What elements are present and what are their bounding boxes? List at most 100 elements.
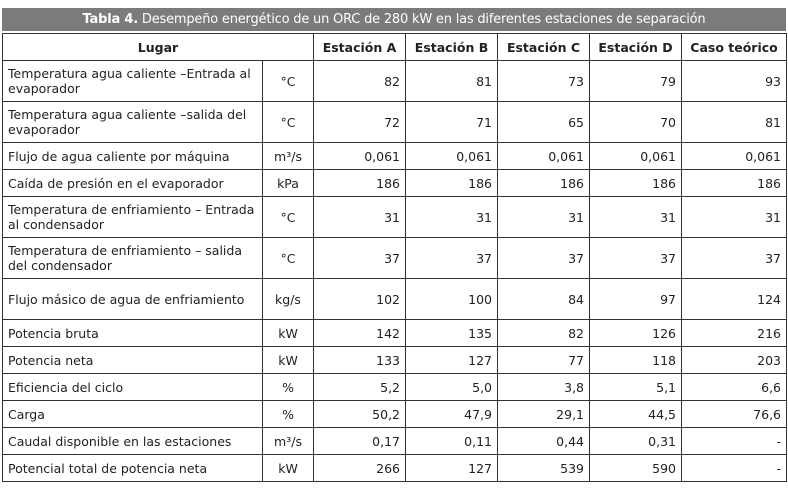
value-cell: 127 <box>405 454 499 482</box>
row-unit: kPa <box>261 169 315 197</box>
value-cell: 31 <box>497 196 591 238</box>
table-container: Tabla 4. Desempeño energético de un ORC … <box>1 8 788 482</box>
table-row: Potencia neta kW 133 127 77 118 203 <box>2 346 788 374</box>
row-unit: kW <box>261 319 315 347</box>
value-cell: 124 <box>681 278 788 320</box>
value-cell: 81 <box>405 60 499 102</box>
row-label: Flujo de agua caliente por máquina <box>2 142 263 170</box>
value-cell: 203 <box>681 346 788 374</box>
value-cell: 0,061 <box>313 142 407 170</box>
value-cell: 37 <box>405 237 499 279</box>
value-cell: 73 <box>497 60 591 102</box>
value-cell: 84 <box>497 278 591 320</box>
value-cell: 126 <box>589 319 683 347</box>
row-unit: kW <box>261 454 315 482</box>
row-unit: °C <box>261 101 315 143</box>
value-cell: 37 <box>313 237 407 279</box>
value-cell: 44,5 <box>589 400 683 428</box>
value-cell: 186 <box>313 169 407 197</box>
row-label: Temperatura de enfriamiento – salida del… <box>2 237 263 279</box>
value-cell: - <box>681 454 788 482</box>
table-row: Flujo de agua caliente por máquina m³/s 0,… <box>2 142 788 170</box>
value-cell: 186 <box>681 169 788 197</box>
table-row: Carga% 50,2 47,9 29,1 44,5 76,6 <box>2 400 788 428</box>
header-estacion-d: Estación D <box>589 33 683 61</box>
value-cell: 0,44 <box>497 427 591 455</box>
table-row: Potencial total de potencia neta kW 266 127… <box>2 454 788 482</box>
row-unit: kW <box>261 346 315 374</box>
value-cell: 79 <box>589 60 683 102</box>
value-cell: 186 <box>405 169 499 197</box>
value-cell: 37 <box>589 237 683 279</box>
value-cell: 102 <box>313 278 407 320</box>
value-cell: 31 <box>681 196 788 238</box>
value-cell: 0,061 <box>497 142 591 170</box>
value-cell: 100 <box>405 278 499 320</box>
value-cell: 70 <box>589 101 683 143</box>
row-label: Eficiencia del ciclo <box>2 373 263 401</box>
value-cell: 0,061 <box>681 142 788 170</box>
value-cell: 29,1 <box>497 400 591 428</box>
value-cell: 135 <box>405 319 499 347</box>
header-lugar: Lugar <box>1 33 315 61</box>
value-cell: 6,6 <box>681 373 788 401</box>
value-cell: 82 <box>313 60 407 102</box>
value-cell: 82 <box>497 319 591 347</box>
table-caption: Tabla 4. Desempeño energético de un ORC … <box>2 8 786 31</box>
value-cell: 47,9 <box>405 400 499 428</box>
value-cell: 0,17 <box>313 427 407 455</box>
value-cell: 93 <box>681 60 788 102</box>
value-cell: 77 <box>497 346 591 374</box>
value-cell: 5,0 <box>405 373 499 401</box>
value-cell: 76,6 <box>681 400 788 428</box>
header-caso-teorico: Caso teórico <box>681 33 788 61</box>
value-cell: 65 <box>497 101 591 143</box>
row-label: Caída de presión en el evaporador <box>2 169 263 197</box>
value-cell: 0,061 <box>405 142 499 170</box>
value-cell: 5,2 <box>313 373 407 401</box>
value-cell: 216 <box>681 319 788 347</box>
row-label: Potencia bruta <box>2 319 263 347</box>
table-row: Flujo másico de agua de enfriamiento kg/s… <box>2 278 788 320</box>
value-cell: 3,8 <box>497 373 591 401</box>
table-row: Caída de presión en el evaporador kPa 186 1… <box>2 169 788 197</box>
header-estacion-a: Estación A <box>313 33 407 61</box>
value-cell: 127 <box>405 346 499 374</box>
value-cell: 142 <box>313 319 407 347</box>
caption-text: Desempeño energético de un ORC de 280 kW… <box>137 12 706 27</box>
value-cell: 50,2 <box>313 400 407 428</box>
table-row: Caudal disponible en las estaciones m³/s 0… <box>2 427 788 455</box>
caption-number: Tabla 4. <box>82 12 139 27</box>
value-cell: - <box>681 427 788 455</box>
row-label: Temperatura agua caliente –salida del ev… <box>2 101 263 143</box>
value-cell: 133 <box>313 346 407 374</box>
value-cell: 186 <box>497 169 591 197</box>
value-cell: 590 <box>589 454 683 482</box>
row-label: Caudal disponible en las estaciones <box>2 427 263 455</box>
header-estacion-b: Estación B <box>405 33 499 61</box>
row-unit: m³/s <box>261 427 315 455</box>
table-row: Temperatura agua caliente –salida del ev… <box>2 101 788 143</box>
table-row: Temperatura de enfriamiento – salida del… <box>2 237 788 279</box>
value-cell: 72 <box>313 101 407 143</box>
value-cell: 81 <box>681 101 788 143</box>
value-cell: 266 <box>313 454 407 482</box>
value-cell: 37 <box>497 237 591 279</box>
value-cell: 0,11 <box>405 427 499 455</box>
value-cell: 118 <box>589 346 683 374</box>
row-unit: kg/s <box>261 278 315 320</box>
value-cell: 31 <box>313 196 407 238</box>
row-label: Potencia neta <box>2 346 263 374</box>
value-cell: 97 <box>589 278 683 320</box>
row-label: Carga <box>2 400 263 428</box>
value-cell: 31 <box>589 196 683 238</box>
row-unit: % <box>261 373 315 401</box>
row-label: Temperatura de enfriamiento – Entrada al… <box>2 196 263 238</box>
value-cell: 539 <box>497 454 591 482</box>
table-row: Eficiencia del ciclo% 5,2 5,0 3,8 5,1 6,6 <box>2 373 788 401</box>
row-unit: m³/s <box>261 142 315 170</box>
table-row: Temperatura agua caliente –Entrada al ev… <box>2 60 788 102</box>
header-row: Lugar Estación A Estación B Estación C E… <box>1 33 788 61</box>
value-cell: 5,1 <box>589 373 683 401</box>
value-cell: 0,31 <box>589 427 683 455</box>
